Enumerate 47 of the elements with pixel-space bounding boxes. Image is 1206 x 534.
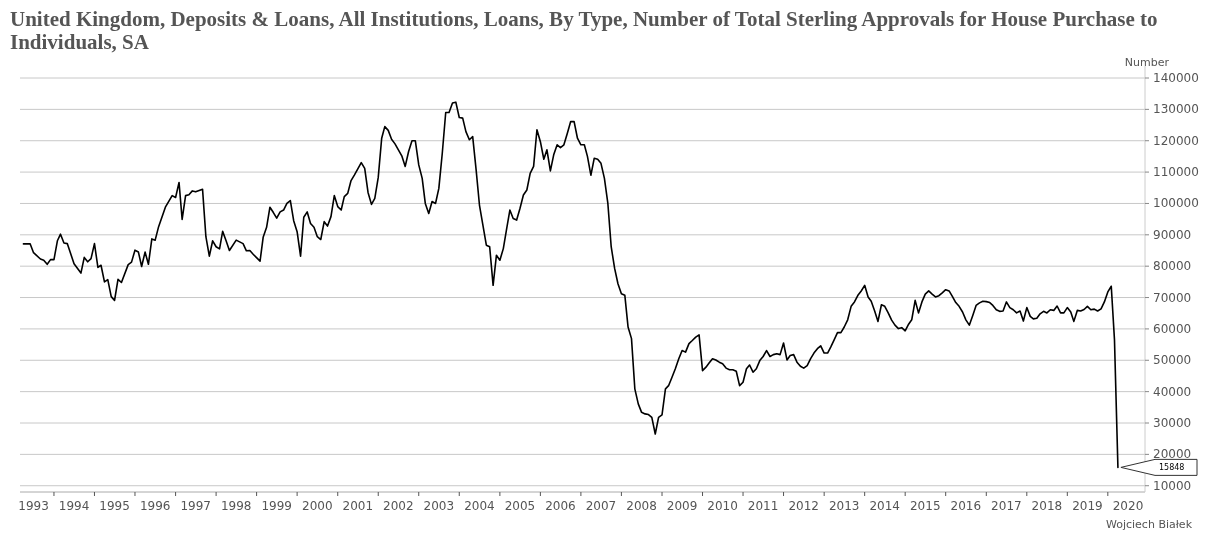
x-tick-label: 2017: [991, 499, 1022, 513]
y-tick-label: 70000: [1153, 290, 1192, 305]
x-tick-label: 1997: [180, 499, 211, 513]
chart-title: United Kingdom, Deposits & Loans, All Institutions, Loans, By Type, Number of Total Sterling Approvals for House Purchase to Individuals, SA: [10, 7, 1158, 54]
x-tick-label: 2005: [504, 499, 536, 513]
y-tick-label: 140000: [1153, 71, 1199, 85]
x-tick-label: 2001: [342, 499, 374, 513]
x-tick-label: 2018: [1031, 499, 1063, 513]
y-tick-label: 20000: [1153, 447, 1192, 462]
x-tick-label: 2013: [828, 499, 860, 513]
x-tick-label: 1999: [261, 499, 292, 513]
x-tick-label: 2014: [869, 499, 901, 513]
x-tick-label: 2006: [545, 499, 576, 513]
x-tick-label: 2016: [950, 499, 982, 513]
y-tick-label: 30000: [1153, 416, 1192, 430]
x-tick-label: 2009: [666, 499, 698, 513]
x-tick-label: 2012: [788, 499, 820, 513]
x-tick-label: 2008: [626, 499, 657, 513]
x-tick-label: 2019: [1072, 499, 1103, 513]
x-tick-label: 2004: [464, 499, 495, 513]
y-tick-label: 50000: [1153, 353, 1192, 368]
y-tick-label: 130000: [1153, 102, 1199, 117]
y-tick-label: 90000: [1153, 227, 1192, 242]
annotation: 15848: [1159, 463, 1185, 473]
y-tick-label: 40000: [1153, 384, 1192, 399]
x-tick-label: 2020: [1112, 499, 1144, 513]
x-tick-label: 1998: [220, 499, 252, 513]
x-tick-label: 1994: [58, 499, 90, 513]
y-tick-label: 10000: [1153, 478, 1192, 493]
x-tick-label: 1993: [18, 499, 49, 513]
y-tick-label: 120000: [1153, 133, 1199, 148]
x-tick-label: 2007: [585, 499, 617, 513]
x-tick-label: 2003: [423, 499, 455, 513]
x-tick-label: 2015: [909, 499, 941, 513]
x-tick-label: 2010: [707, 499, 738, 513]
x-tick-label: 2002: [383, 499, 414, 513]
y-axis-title: Number: [1124, 56, 1170, 69]
x-tick-label: 1996: [139, 499, 171, 513]
line-series: [22, 101, 1119, 469]
text: Wojciech Białek: [1105, 518, 1193, 531]
y-tick-label: 80000: [1153, 259, 1192, 274]
y-tick-label: 60000: [1153, 321, 1192, 336]
y-tick-label: 100000: [1153, 196, 1199, 211]
x-tick-label: 2011: [747, 499, 779, 513]
x-tick-label: 1995: [99, 499, 130, 513]
x-tick-label: 2000: [302, 499, 333, 513]
y-tick-label: 110000: [1153, 165, 1199, 180]
